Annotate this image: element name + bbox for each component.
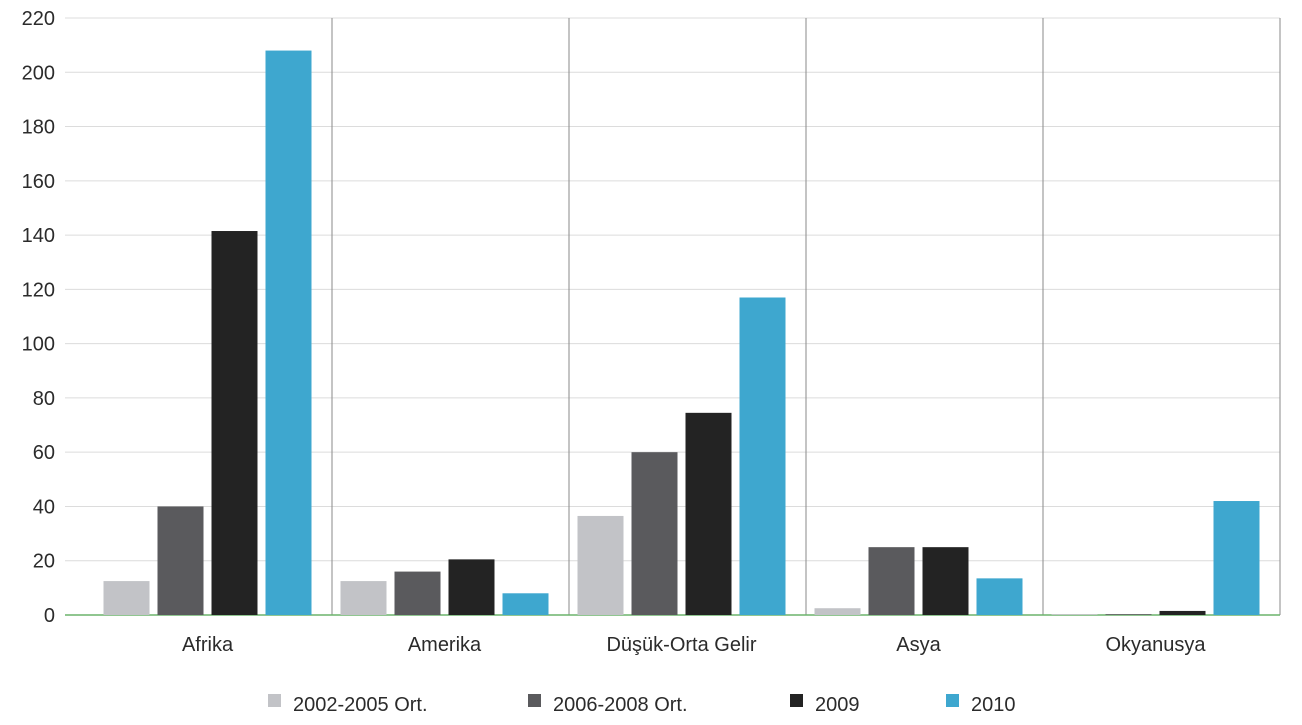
y-tick-label: 40 <box>33 496 55 518</box>
x-tick-label: Asya <box>896 634 941 656</box>
bar <box>340 581 387 615</box>
bar <box>1105 614 1152 615</box>
legend-label: 2010 <box>971 694 1016 716</box>
bar <box>739 297 786 615</box>
legend-swatch <box>790 694 803 707</box>
x-tick-label: Okyanusya <box>1105 634 1206 656</box>
bar <box>814 608 861 615</box>
legend-label: 2009 <box>815 694 860 716</box>
bar <box>685 412 732 615</box>
bar <box>631 452 678 615</box>
y-tick-label: 80 <box>33 388 55 410</box>
bar <box>502 593 549 615</box>
y-tick-label: 160 <box>22 171 55 193</box>
y-tick-label: 180 <box>22 117 55 139</box>
x-tick-label: Düşük-Orta Gelir <box>606 634 756 656</box>
bars <box>103 50 1260 616</box>
bar <box>577 515 624 615</box>
bar <box>265 50 312 615</box>
bar <box>1159 610 1206 615</box>
x-tick-label: Afrika <box>182 634 234 656</box>
bar <box>394 571 441 615</box>
bar <box>976 578 1023 615</box>
bar <box>868 547 915 615</box>
y-tick-label: 200 <box>22 62 55 84</box>
legend: 2002-2005 Ort. 2006-2008 Ort. 2009 2010 <box>268 694 1016 716</box>
legend-swatch <box>946 694 959 707</box>
y-tick-label: 60 <box>33 442 55 464</box>
y-tick-label: 20 <box>33 551 55 573</box>
bar <box>1051 614 1098 615</box>
bar <box>157 506 204 615</box>
legend-swatch <box>268 694 281 707</box>
legend-label: 2002-2005 Ort. <box>293 694 428 716</box>
y-tick-label: 0 <box>44 605 55 627</box>
y-tick-label: 140 <box>22 225 55 247</box>
legend-swatch <box>528 694 541 707</box>
legend-label: 2006-2008 Ort. <box>553 694 688 716</box>
bar <box>211 231 258 616</box>
y-tick-label: 120 <box>22 279 55 301</box>
x-axis-ticks: Afrika Amerika Düşük-Orta Gelir Asya Okyanus… <box>182 634 1206 656</box>
bar <box>448 559 495 615</box>
bar <box>103 581 150 615</box>
x-tick-label: Amerika <box>408 634 482 656</box>
y-axis-ticks: 0 20 40 60 80 100 120 140 160 180 200 220 <box>22 8 55 627</box>
bar <box>1213 501 1260 615</box>
y-tick-label: 100 <box>22 334 55 356</box>
y-tick-label: 220 <box>22 8 55 30</box>
bar <box>922 547 969 615</box>
